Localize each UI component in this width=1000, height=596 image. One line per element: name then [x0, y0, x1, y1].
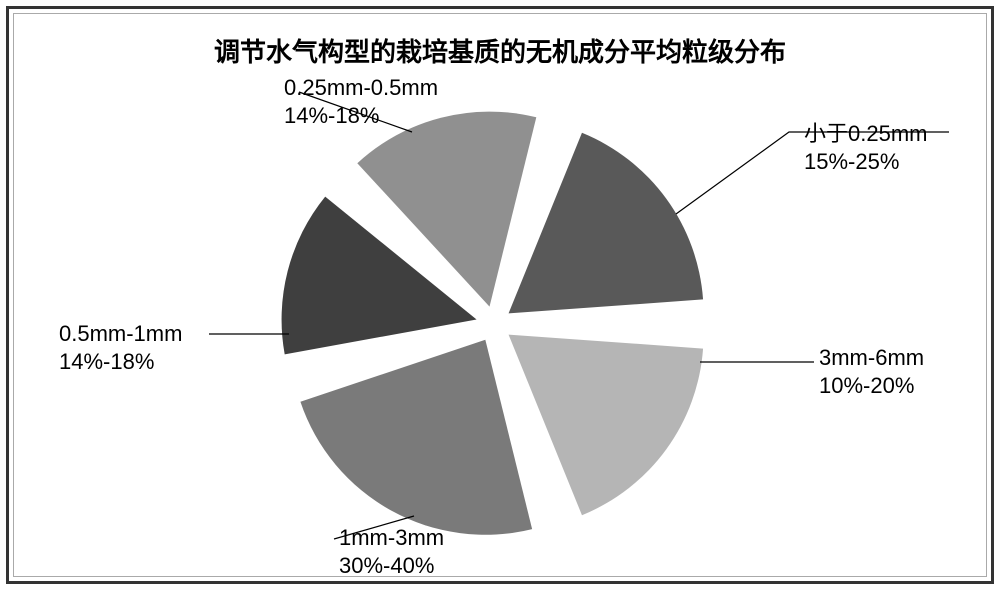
slice-label-line2: 14%-18% [284, 102, 438, 130]
slice-label-line1: 小于0.25mm [804, 120, 927, 148]
slice-label-line1: 1mm-3mm [339, 524, 444, 552]
pie-chart [14, 14, 994, 584]
slice-label-line2: 14%-18% [59, 348, 182, 376]
slice-label-s025_05: 0.25mm-0.5mm14%-18% [284, 74, 438, 129]
slice-label-line2: 15%-25% [804, 148, 927, 176]
slice-label-s05_1: 0.5mm-1mm14%-18% [59, 320, 182, 375]
chart-frame-outer: 调节水气构型的栽培基质的无机成分平均粒级分布 小于0.25mm15%-25%3m… [6, 6, 994, 584]
slice-label-lt025: 小于0.25mm15%-25% [804, 120, 927, 175]
slice-label-line2: 30%-40% [339, 552, 444, 580]
pie-slice-s3_6 [509, 335, 703, 516]
slice-label-s1_3: 1mm-3mm30%-40% [339, 524, 444, 579]
slice-label-s3_6: 3mm-6mm10%-20% [819, 344, 924, 399]
slice-label-line2: 10%-20% [819, 372, 924, 400]
chart-frame-inner: 调节水气构型的栽培基质的无机成分平均粒级分布 小于0.25mm15%-25%3m… [13, 13, 987, 577]
slice-label-line1: 3mm-6mm [819, 344, 924, 372]
pie-slice-s1_3 [300, 340, 532, 535]
slice-label-line1: 0.5mm-1mm [59, 320, 182, 348]
slice-label-line1: 0.25mm-0.5mm [284, 74, 438, 102]
pie-slice-lt025 [509, 133, 703, 314]
